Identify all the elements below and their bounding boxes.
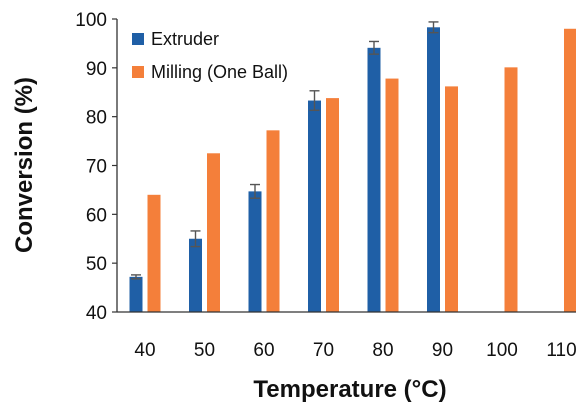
legend-label-milling: Milling (One Ball) xyxy=(151,62,288,82)
x-tick-label: 100 xyxy=(486,340,518,361)
bar-milling-60 xyxy=(266,130,280,312)
y-tick-label: 80 xyxy=(86,108,107,129)
plot-area xyxy=(129,21,576,313)
y-tick-label: 50 xyxy=(86,254,107,275)
legend-swatch-extruder xyxy=(132,33,144,45)
x-tick-label: 40 xyxy=(134,340,155,361)
x-tick-label: 60 xyxy=(253,340,274,361)
bar-extruder-70 xyxy=(308,100,321,312)
x-tick-labels: 40 50 60 70 80 90 100 110 xyxy=(134,340,576,361)
y-tick-label: 90 xyxy=(86,59,107,80)
bar-extruder-80 xyxy=(367,47,381,312)
legend: Extruder Milling (One Ball) xyxy=(132,29,288,82)
y-tick-label: 40 xyxy=(86,303,107,324)
x-tick-label: 70 xyxy=(313,340,334,361)
bar-milling-100 xyxy=(504,67,518,312)
y-tick-label: 60 xyxy=(86,205,107,226)
bar-extruder-50 xyxy=(189,238,202,312)
legend-swatch-milling xyxy=(132,66,144,78)
y-tick-label: 70 xyxy=(86,157,107,178)
x-tick-label: 110 xyxy=(546,340,576,361)
bar-milling-70 xyxy=(326,98,339,312)
bar-milling-80 xyxy=(385,78,399,313)
x-tick-label: 50 xyxy=(194,340,215,361)
x-tick-label: 80 xyxy=(372,340,393,361)
bar-milling-90 xyxy=(445,86,458,312)
legend-label-extruder: Extruder xyxy=(151,29,219,49)
bar-milling-110 xyxy=(564,28,576,313)
x-axis-title: Temperature (°C) xyxy=(253,376,446,403)
bar-milling-50 xyxy=(207,153,220,312)
bar-milling-40 xyxy=(147,194,161,312)
y-tick-labels: 40 50 60 70 80 90 100 xyxy=(75,10,117,324)
bar-extruder-40 xyxy=(129,276,143,312)
x-tick-label: 90 xyxy=(432,340,453,361)
y-tick-label: 100 xyxy=(75,10,107,31)
bar-extruder-60 xyxy=(248,191,262,312)
bar-extruder-90 xyxy=(427,27,440,312)
y-axis-title: Conversion (%) xyxy=(11,77,38,253)
